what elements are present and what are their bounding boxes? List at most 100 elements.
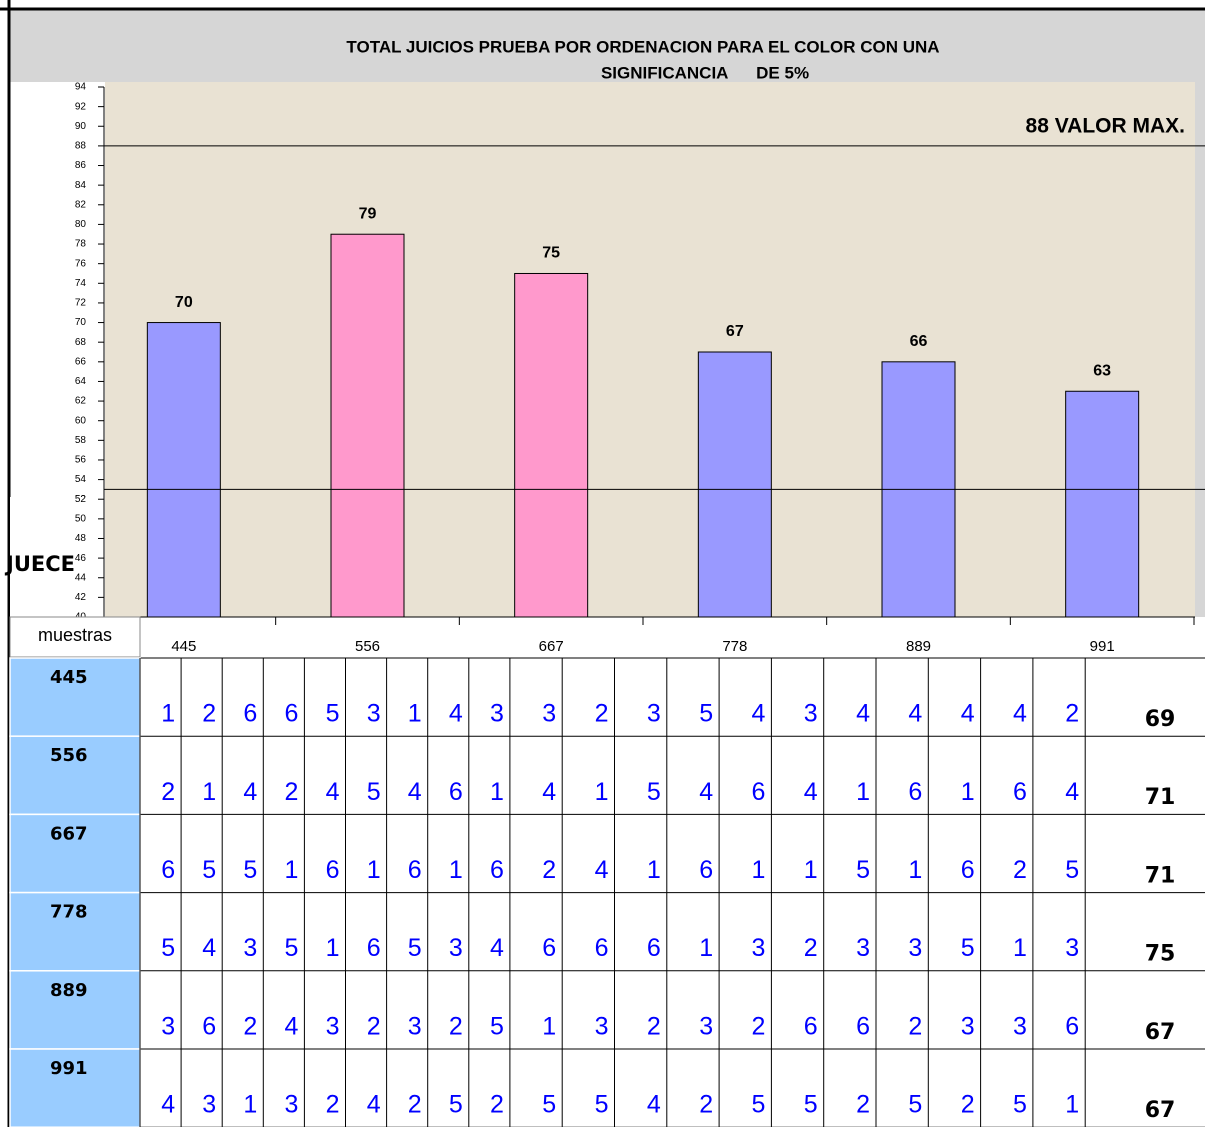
score: 3 — [542, 700, 556, 728]
score: 1 — [908, 856, 922, 884]
score: 6 — [408, 856, 422, 884]
score: 2 — [1013, 856, 1027, 884]
score: 5 — [243, 856, 257, 884]
score: 5 — [1065, 856, 1079, 884]
score: 2 — [856, 1091, 870, 1119]
row-label: 445 — [50, 667, 88, 688]
y-tick-label: 66 — [75, 356, 87, 367]
score: 2 — [647, 1012, 661, 1040]
y-tick-label: 76 — [75, 258, 87, 269]
row-label: 556 — [50, 745, 88, 766]
score: 2 — [243, 1012, 257, 1040]
score: 3 — [284, 1091, 298, 1119]
score: 4 — [595, 856, 609, 884]
score: 2 — [908, 1012, 922, 1040]
table-header: muestras — [38, 625, 112, 645]
score: 1 — [449, 856, 463, 884]
score: 3 — [856, 934, 870, 962]
data-label: 70 — [175, 294, 193, 311]
score: 3 — [243, 934, 257, 962]
score: 3 — [647, 700, 661, 728]
score: 6 — [804, 1012, 818, 1040]
row-label-cell — [9, 970, 141, 1050]
score: 6 — [243, 700, 257, 728]
chart-header-area — [10, 10, 1205, 82]
reference-label: 88 VALOR MAX. — [1026, 114, 1185, 137]
score: 3 — [367, 700, 381, 728]
score: 2 — [751, 1012, 765, 1040]
score: 5 — [408, 934, 422, 962]
score: 5 — [699, 700, 713, 728]
row-total: 69 — [1145, 707, 1176, 732]
x-tick-label: 991 — [1090, 638, 1115, 655]
score: 4 — [961, 700, 975, 728]
score: 4 — [751, 700, 765, 728]
y-tick-label: 72 — [75, 298, 87, 309]
bar — [697, 351, 772, 618]
score: 1 — [856, 778, 870, 806]
row-label: 991 — [50, 1058, 88, 1079]
score: 5 — [542, 1091, 556, 1119]
score: 1 — [961, 778, 975, 806]
score: 4 — [284, 1012, 298, 1040]
score: 2 — [161, 778, 175, 806]
score: 6 — [751, 778, 765, 806]
score: 3 — [595, 1012, 609, 1040]
row-label: 667 — [50, 823, 88, 844]
score: 1 — [284, 856, 298, 884]
score: 3 — [908, 934, 922, 962]
score: 4 — [1013, 700, 1027, 728]
score: 4 — [647, 1091, 661, 1119]
row-total: 71 — [1145, 863, 1176, 888]
score: 6 — [161, 856, 175, 884]
score: 5 — [326, 700, 340, 728]
x-tick-label: 445 — [171, 638, 196, 655]
score: 2 — [408, 1091, 422, 1119]
score: 1 — [326, 934, 340, 962]
score: 2 — [202, 700, 216, 728]
data-label: 79 — [359, 205, 377, 222]
score: 2 — [449, 1012, 463, 1040]
x-tick-label: 889 — [906, 638, 931, 655]
score: 3 — [408, 1012, 422, 1040]
bar — [514, 272, 589, 618]
score: 3 — [961, 1012, 975, 1040]
score: 5 — [490, 1012, 504, 1040]
score: 3 — [804, 700, 818, 728]
score: 6 — [647, 934, 661, 962]
score: 3 — [1065, 934, 1079, 962]
score: 4 — [1065, 778, 1079, 806]
score: 1 — [408, 700, 422, 728]
y-tick-label: 54 — [75, 474, 87, 485]
y-tick-label: 94 — [75, 82, 87, 93]
score: 3 — [449, 934, 463, 962]
score: 5 — [367, 778, 381, 806]
y-tick-label: 60 — [75, 415, 87, 426]
score: 6 — [595, 934, 609, 962]
score: 3 — [490, 700, 504, 728]
score: 5 — [856, 856, 870, 884]
row-label: 778 — [50, 902, 88, 923]
score: 4 — [202, 934, 216, 962]
y-tick-label: 58 — [75, 435, 87, 446]
score: 3 — [202, 1091, 216, 1119]
score: 2 — [699, 1091, 713, 1119]
score: 1 — [595, 778, 609, 806]
score: 1 — [751, 856, 765, 884]
score: 6 — [856, 1012, 870, 1040]
row-label-cell — [9, 735, 141, 816]
score: 3 — [699, 1012, 713, 1040]
score: 5 — [202, 856, 216, 884]
row-total: 67 — [1145, 1098, 1176, 1123]
score: 1 — [490, 778, 504, 806]
score: 6 — [490, 856, 504, 884]
score: 1 — [243, 1091, 257, 1119]
score: 5 — [804, 1091, 818, 1119]
score: 6 — [699, 856, 713, 884]
score: 5 — [449, 1091, 463, 1119]
plot-area — [105, 82, 1195, 617]
score: 2 — [804, 934, 818, 962]
y-tick-label: 42 — [75, 592, 87, 603]
data-label: 63 — [1093, 362, 1111, 379]
